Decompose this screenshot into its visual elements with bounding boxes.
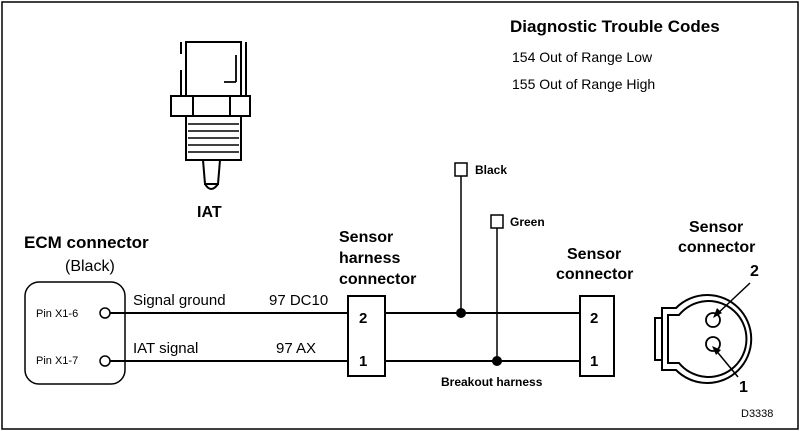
wire-iat-signal-label: IAT signal xyxy=(133,340,198,357)
sensor-face-label-line-1: Sensor xyxy=(689,219,743,236)
sensor-face-pin-2-leader xyxy=(714,282,751,317)
figure-id: D3338 xyxy=(741,408,773,420)
sensor-face-pin-1-label: 1 xyxy=(739,379,748,396)
dtc-code-154: 154 Out of Range Low xyxy=(512,49,653,65)
probe-green-junction xyxy=(492,356,502,366)
iat-sensor-drawing xyxy=(170,41,251,190)
sensor-face-pin-2-arrowhead xyxy=(713,308,722,318)
sensor-face-pin-1-cavity xyxy=(705,336,721,352)
ecm-pin-x1-7-label: Pin X1-7 xyxy=(36,355,78,367)
ecm-connector-body xyxy=(24,281,126,385)
sensor-connector-label-line-2: connector xyxy=(556,266,633,283)
ecm-subtitle: (Black) xyxy=(65,258,115,275)
probe-green-label: Green xyxy=(510,215,545,229)
harness-connector-label-line-3: connector xyxy=(339,271,416,288)
sensor-face-pin-2-label: 2 xyxy=(750,263,759,280)
harness-connector-body xyxy=(347,295,386,377)
probe-green-terminal xyxy=(490,214,504,229)
sensor-face-pin-1-arrowhead xyxy=(712,346,721,355)
harness-connector-pin-1: 1 xyxy=(359,353,367,370)
harness-connector-label-line-2: harness xyxy=(339,250,400,267)
probe-black-label: Black xyxy=(475,163,507,177)
harness-connector-pin-2: 2 xyxy=(359,310,367,327)
sensor-face-pin-2-cavity xyxy=(705,312,721,328)
breakout-harness-label: Breakout harness xyxy=(441,375,543,389)
harness-connector-label-line-1: Sensor xyxy=(339,229,393,246)
sensor-connector-pin-1: 1 xyxy=(590,353,598,370)
probe-black-terminal xyxy=(454,162,468,177)
sensor-face-label-line-2: connector xyxy=(678,239,755,256)
sensor-connector-face xyxy=(654,294,753,384)
ecm-pin-x1-7-terminal xyxy=(99,355,111,367)
iat-label: IAT xyxy=(197,204,222,221)
wire-signal-ground-label: Signal ground xyxy=(133,292,226,309)
ecm-pin-x1-6-terminal xyxy=(99,307,111,319)
sensor-connector-label-line-1: Sensor xyxy=(567,246,621,263)
wire-iat-signal-code: 97 AX xyxy=(276,340,316,357)
wire-signal-ground-code: 97 DC10 xyxy=(269,292,328,309)
ecm-pin-x1-6-label: Pin X1-6 xyxy=(36,308,78,320)
dtc-code-155: 155 Out of Range High xyxy=(512,76,655,92)
dtc-title: Diagnostic Trouble Codes xyxy=(510,17,720,36)
sensor-connector-pin-2: 2 xyxy=(590,310,598,327)
probe-black-junction xyxy=(456,308,466,318)
ecm-title: ECM connector xyxy=(24,233,149,252)
sensor-connector-body xyxy=(579,295,615,377)
